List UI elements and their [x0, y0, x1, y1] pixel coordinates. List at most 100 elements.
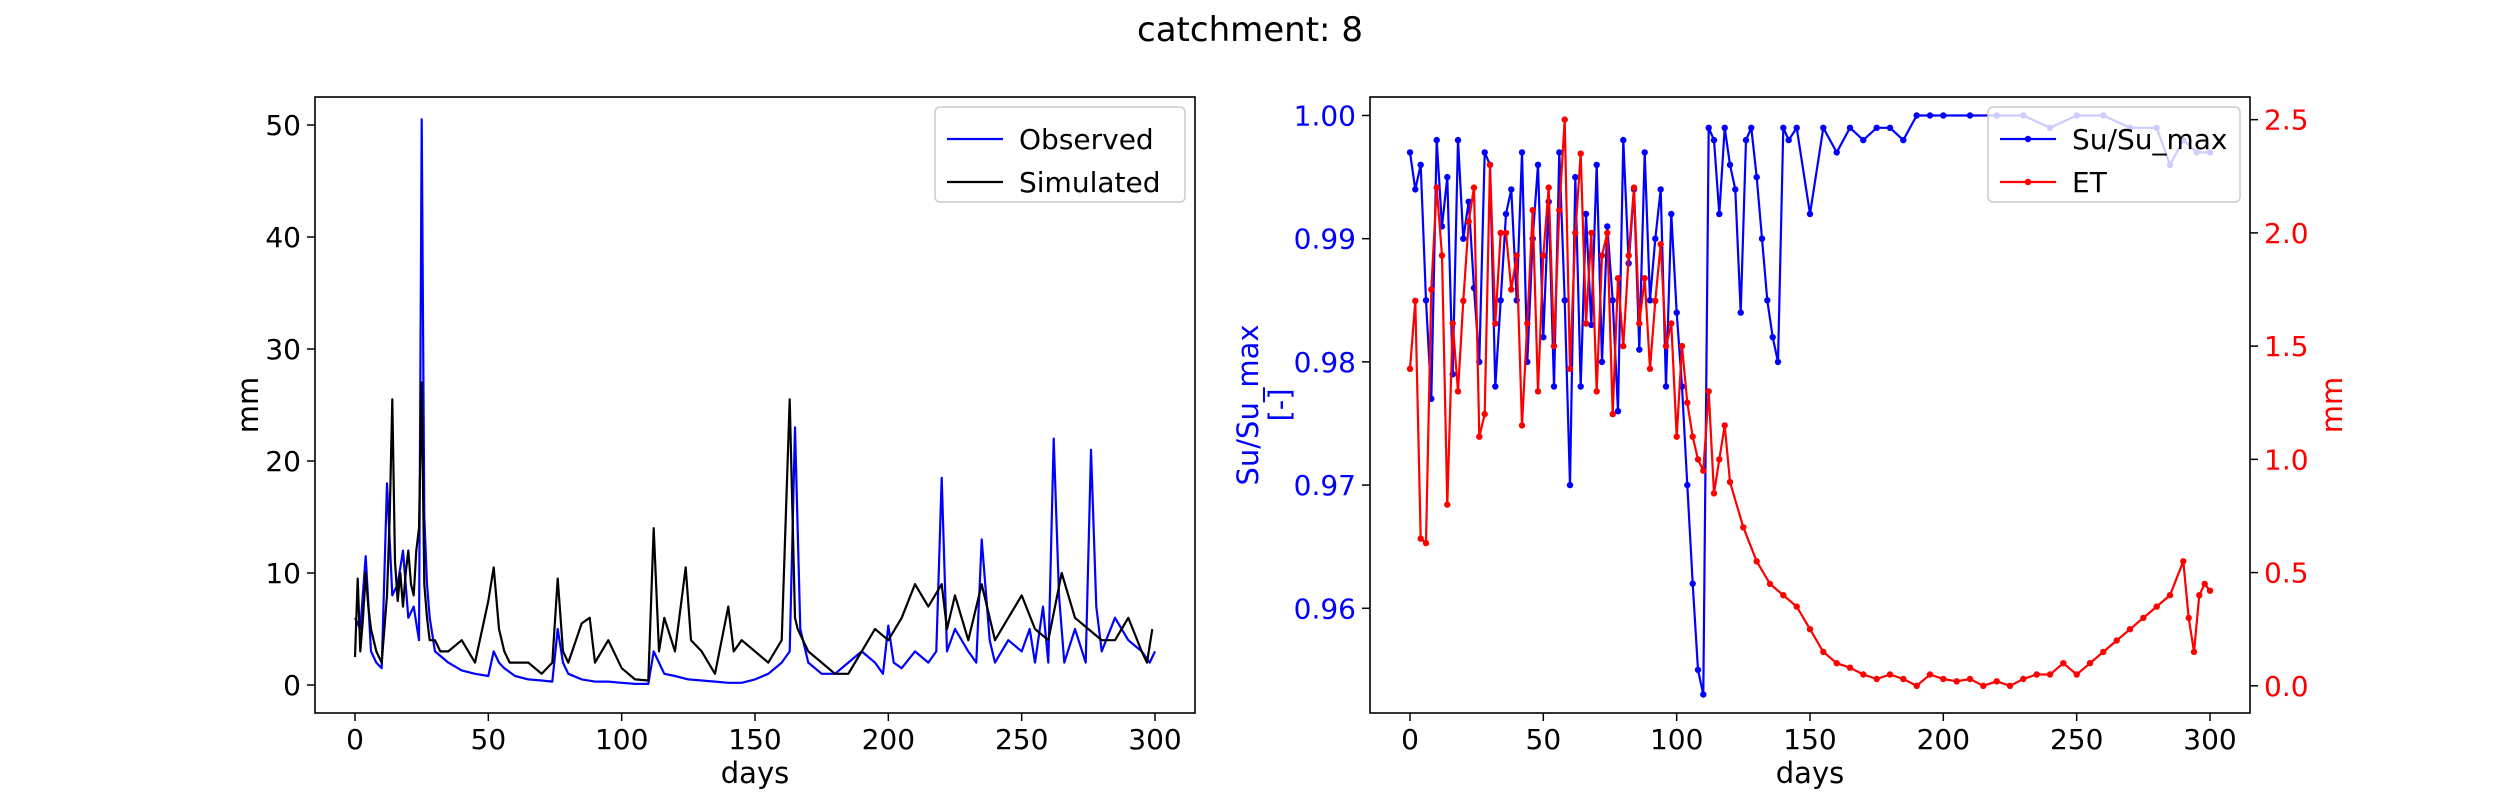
- series-0-point: [1716, 210, 1723, 218]
- series-1-point: [2190, 648, 2198, 656]
- series-0-point: [1454, 136, 1462, 144]
- x-tick-label: 300: [1128, 723, 1181, 756]
- series-0-point: [1582, 210, 1590, 218]
- series-1-point: [1953, 678, 1960, 685]
- y-tick-label: 10: [265, 557, 301, 590]
- series-0-point: [1846, 124, 1854, 131]
- series-0-point: [1940, 112, 1947, 119]
- series-0-point: [1820, 124, 1827, 131]
- series-1-point: [1700, 467, 1707, 474]
- series-1-point: [1886, 671, 1894, 678]
- x-tick-label: 0: [346, 723, 364, 756]
- series-1-point: [1873, 675, 1880, 683]
- series-0-point: [1508, 186, 1515, 193]
- series-line-1: [1408, 118, 2211, 687]
- series-1-point: [1454, 388, 1462, 395]
- series-1-point: [1710, 490, 1718, 497]
- series-0-point: [1780, 124, 1787, 131]
- series-1-point: [2113, 637, 2120, 644]
- legend-box: [1987, 106, 2241, 203]
- series-1-point: [2180, 558, 2187, 565]
- series-1-point: [1428, 286, 1435, 293]
- series-1-point: [1582, 320, 1590, 327]
- y2-tick-label: 0.0: [2264, 670, 2309, 703]
- series-1-point: [1545, 184, 1552, 191]
- series-0-point: [1502, 210, 1510, 218]
- legend-label-0: Su/Su_max: [2072, 123, 2227, 156]
- series-1-point: [1460, 297, 1467, 304]
- series-1-point: [1486, 161, 1494, 169]
- series-0-point: [1732, 186, 1739, 193]
- series-0-point: [1417, 161, 1424, 168]
- series-0-point: [1689, 580, 1696, 587]
- series-0-point: [1588, 321, 1595, 329]
- series-0-point: [1758, 235, 1766, 242]
- y-tick-label: 1.00: [1294, 99, 1356, 132]
- x-tick-label: 200: [1917, 723, 1970, 756]
- series-0-point: [1646, 297, 1654, 304]
- series-0-point: [1806, 210, 1814, 218]
- series-0-point: [1737, 309, 1744, 316]
- series-1-point: [1438, 252, 1446, 259]
- series-1-point: [2140, 614, 2147, 622]
- series-1-point: [1433, 184, 1440, 191]
- series-1-point: [1980, 682, 1987, 689]
- series-0-point: [1652, 235, 1659, 242]
- series-0-point: [1721, 124, 1728, 131]
- series-0-point: [1572, 173, 1579, 181]
- series-1-point: [1518, 422, 1526, 429]
- series-1-point: [1846, 664, 1854, 671]
- series-1-point: [2201, 580, 2208, 588]
- x-tick-label: 100: [595, 723, 648, 756]
- series-0-point: [1873, 124, 1880, 131]
- series-0-point: [1614, 408, 1622, 415]
- legend-marker-1: [2024, 178, 2032, 186]
- y2-tick-label: 0.5: [2264, 557, 2309, 590]
- x-axis-label: days: [1776, 756, 1844, 790]
- series-1-point: [1646, 365, 1654, 372]
- legend-marker-0: [2024, 135, 2032, 143]
- series-1-point: [1820, 648, 1827, 656]
- series-1-point: [1609, 410, 1616, 418]
- y2-tick-label: 1.5: [2264, 330, 2309, 363]
- series-1-point: [1652, 297, 1659, 304]
- series-1-point: [1465, 218, 1472, 225]
- series-1-point: [2073, 671, 2080, 678]
- series-0-point: [1550, 383, 1558, 390]
- y2-tick-label: 1.0: [2264, 443, 2309, 476]
- series-0-point: [1700, 691, 1707, 698]
- series-1-point: [1993, 678, 2000, 685]
- series-0-point: [1412, 186, 1419, 193]
- series-0-point: [1726, 161, 1734, 168]
- series-1-point: [1540, 252, 1547, 259]
- series-0-point: [1705, 124, 1712, 131]
- series-1-point: [2046, 671, 2054, 678]
- series-1-point: [1412, 297, 1419, 304]
- series-0-point: [1518, 149, 1526, 156]
- series-1-point: [1753, 558, 1760, 565]
- series-1-point: [1673, 433, 1680, 440]
- series-1-point: [1900, 675, 1907, 683]
- series-1-point: [1476, 433, 1483, 440]
- series-0-point: [1793, 124, 1800, 131]
- series-0-point: [1460, 235, 1467, 242]
- y-tick-label: 30: [265, 333, 301, 366]
- figure-title: catchment: 8: [1137, 10, 1363, 50]
- series-1-point: [1556, 207, 1563, 214]
- series-0-point: [1774, 358, 1782, 366]
- series-1-point: [1716, 456, 1723, 463]
- series-1-point: [1662, 342, 1670, 350]
- series-1-point: [1513, 252, 1520, 259]
- series-0-point: [1742, 136, 1750, 144]
- series-0-point: [1684, 481, 1691, 489]
- series-1-point: [1572, 229, 1579, 237]
- series-1-point: [1604, 229, 1611, 237]
- series-1-point: [1577, 150, 1584, 157]
- series-1-point: [2006, 682, 2014, 689]
- series-0-point: [1769, 334, 1776, 341]
- series-1-point: [1940, 675, 1947, 683]
- storage-et-plot: 0 50 100 150 200 250 300 0.96 0.97 0.98 0.99 1.00 0.…: [1231, 96, 2349, 790]
- series-1-point: [1561, 116, 1568, 123]
- series-1-point: [1529, 207, 1536, 214]
- x-tick-label: 250: [2050, 723, 2103, 756]
